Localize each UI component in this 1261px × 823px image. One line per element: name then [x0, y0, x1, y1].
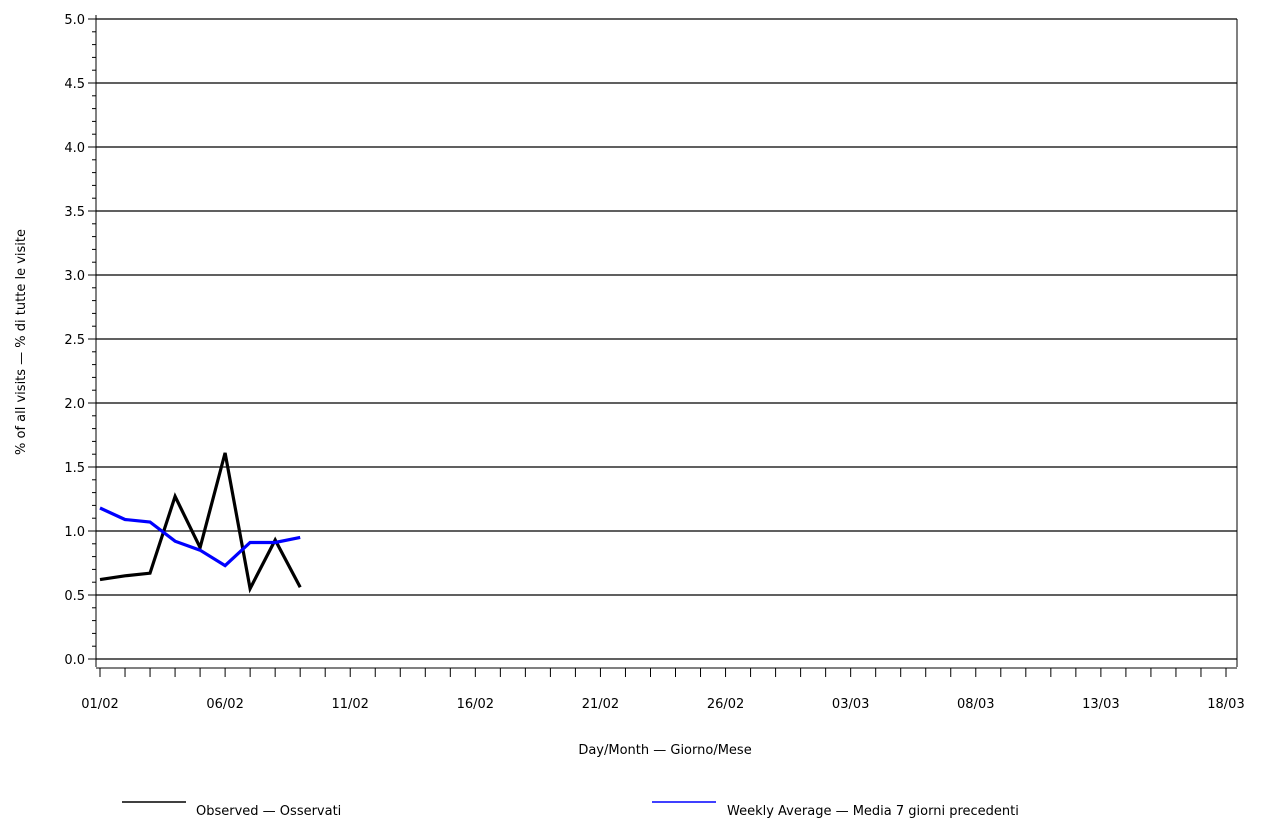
x-tick-label: 16/02 — [457, 697, 494, 712]
y-tick-label: 2.5 — [64, 333, 85, 348]
y-axis-title: % of all visits — % di tutte le visite — [14, 229, 29, 455]
y-tick-label: 3.0 — [64, 269, 85, 284]
legend: Observed — Osservati Weekly Average — Me… — [122, 801, 1019, 819]
y-tick-label: 0.0 — [64, 653, 85, 668]
series — [99, 452, 302, 594]
x-tick-label: 08/03 — [957, 697, 994, 712]
x-tick-label: 21/02 — [582, 697, 619, 712]
y-tick-label: 2.0 — [64, 397, 85, 412]
legend-label-observed: Observed — Osservati — [196, 804, 341, 819]
x-tick-label: 03/03 — [832, 697, 869, 712]
x-tick-label: 01/02 — [81, 697, 118, 712]
y-tick-label: 0.5 — [64, 589, 85, 604]
x-axis-title: Day/Month — Giorno/Mese — [578, 743, 751, 758]
x-tick-label: 13/03 — [1082, 697, 1119, 712]
gridlines — [96, 18, 1237, 660]
y-tick-label: 4.0 — [64, 141, 85, 156]
y-tick-label: 5.0 — [64, 13, 85, 28]
x-tick-label: 18/03 — [1207, 697, 1244, 712]
series-line-weekly-average — [99, 506, 301, 568]
x-tick-label: 06/02 — [206, 697, 243, 712]
x-tick-label: 26/02 — [707, 697, 744, 712]
y-tick-label: 3.5 — [64, 205, 85, 220]
y-tick-label: 1.5 — [64, 461, 85, 476]
legend-label-weekly-average: Weekly Average — Media 7 giorni preceden… — [727, 804, 1019, 819]
x-tick-label: 11/02 — [331, 697, 368, 712]
y-tick-label: 4.5 — [64, 77, 85, 92]
series-line-observed — [99, 452, 302, 594]
axes: 0.0 0.5 1.0 1.5 2.0 2.5 3.0 3.5 4.0 4.5 5.0 01/02 06… — [64, 13, 1244, 712]
y-tick-label: 1.0 — [64, 525, 85, 540]
